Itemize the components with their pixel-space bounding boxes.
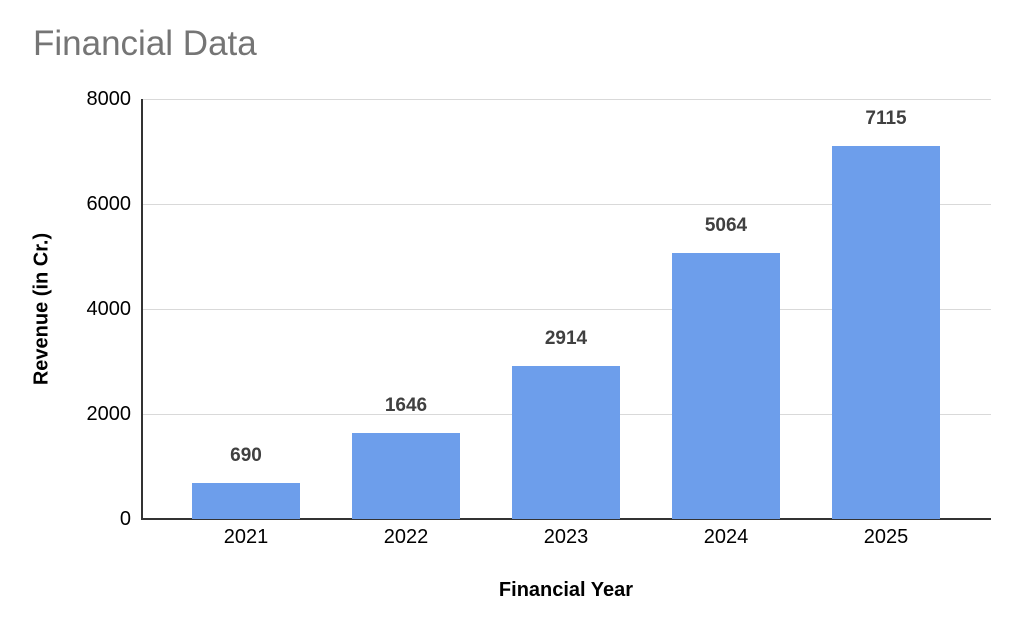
y-tick-label: 0 (119, 508, 131, 530)
x-tick-label: 2021 (223, 526, 269, 548)
x-axis-title: Financial Year (498, 579, 634, 601)
x-tick-label: 2022 (383, 526, 429, 548)
bar-value-label: 2914 (544, 328, 588, 349)
x-axis-tick-labels: 2021 2022 2023 2024 2025 (166, 525, 966, 549)
bar-value-label: 5064 (704, 215, 748, 237)
x-tick-label: 2023 (543, 526, 589, 548)
bar-series: 690 1646 2914 5064 7115 (166, 99, 966, 519)
y-tick-label: 6000 (86, 193, 132, 215)
bar-value-label: 690 (230, 444, 262, 466)
bar-2024 (672, 253, 780, 519)
bar-column: 2914 (486, 99, 646, 519)
y-tick-label: 4000 (86, 298, 132, 320)
plot-area: 690 1646 2914 5064 7115 (141, 99, 991, 520)
x-axis-line (141, 518, 991, 520)
bar-column: 690 (166, 99, 326, 519)
y-tick-label: 2000 (86, 403, 132, 425)
x-tick-label: 2024 (703, 526, 749, 548)
y-axis-line (141, 99, 143, 519)
bar-column: 1646 (326, 99, 486, 519)
x-tick-label: 2025 (863, 526, 909, 548)
gridline (141, 309, 991, 310)
gridline (141, 204, 991, 205)
bar-2023 (512, 366, 620, 519)
gridline (141, 99, 991, 100)
bar-2025 (832, 145, 940, 519)
y-tick-label: 8000 (86, 88, 132, 110)
bar-2022 (352, 432, 460, 519)
bar-column: 5064 (646, 99, 806, 519)
bar-value-label: 1646 (384, 394, 428, 416)
bar-2021 (192, 482, 300, 519)
y-axis-tick-labels: 0 2000 4000 6000 8000 (0, 88, 132, 530)
bar-column: 7115 (806, 99, 966, 519)
chart-title: Financial Data (33, 24, 257, 63)
bar-value-label: 7115 (865, 107, 907, 129)
